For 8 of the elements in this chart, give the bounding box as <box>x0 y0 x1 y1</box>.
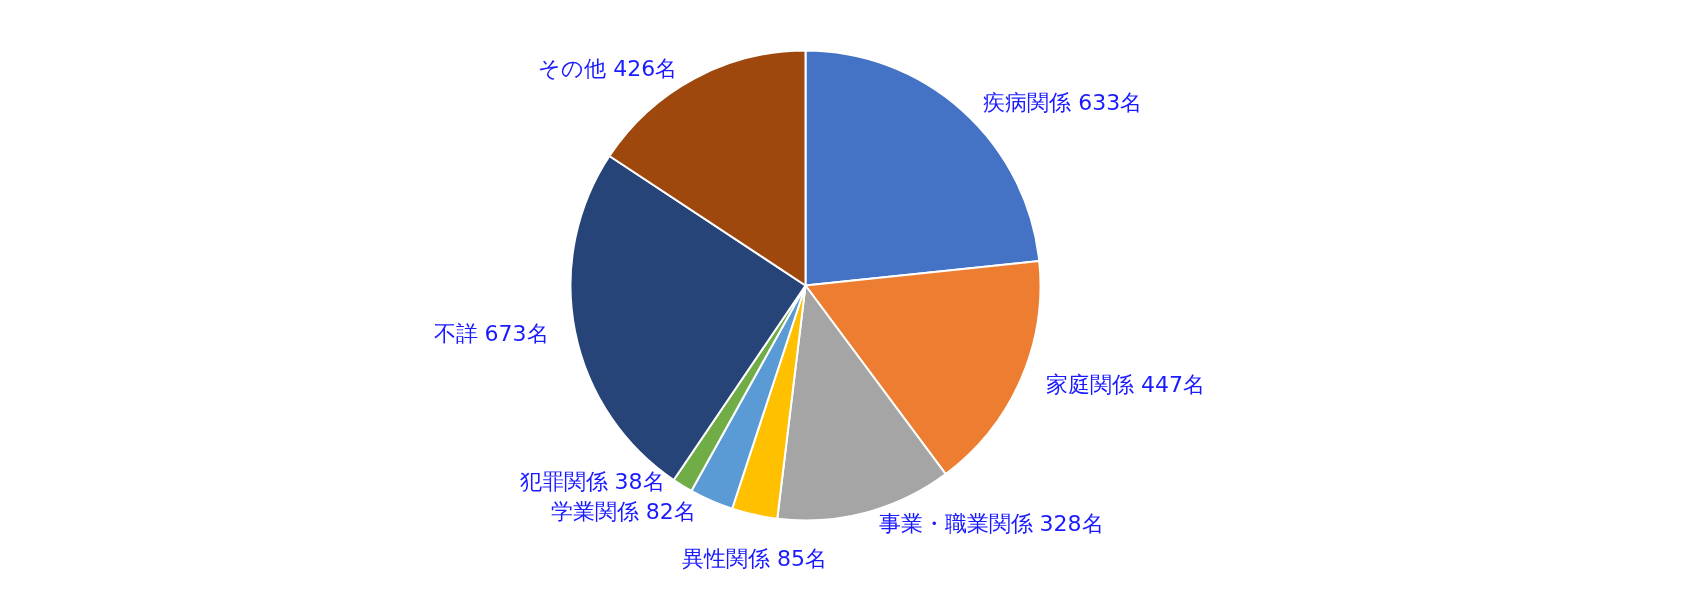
slice-label: 家庭関係 447名 <box>1045 372 1205 398</box>
slice-label: 不詳 673名 <box>433 321 549 346</box>
slice-label: その他 426名 <box>538 55 678 81</box>
slice-label: 疾病関係 633名 <box>983 89 1143 115</box>
slice-label: 犯罪関係 38名 <box>519 469 665 495</box>
slice-label: 事業・職業関係 328名 <box>878 511 1104 537</box>
slice-label: 異性関係 85名 <box>681 546 827 571</box>
slice-label: 学業関係 82名 <box>550 499 696 525</box>
